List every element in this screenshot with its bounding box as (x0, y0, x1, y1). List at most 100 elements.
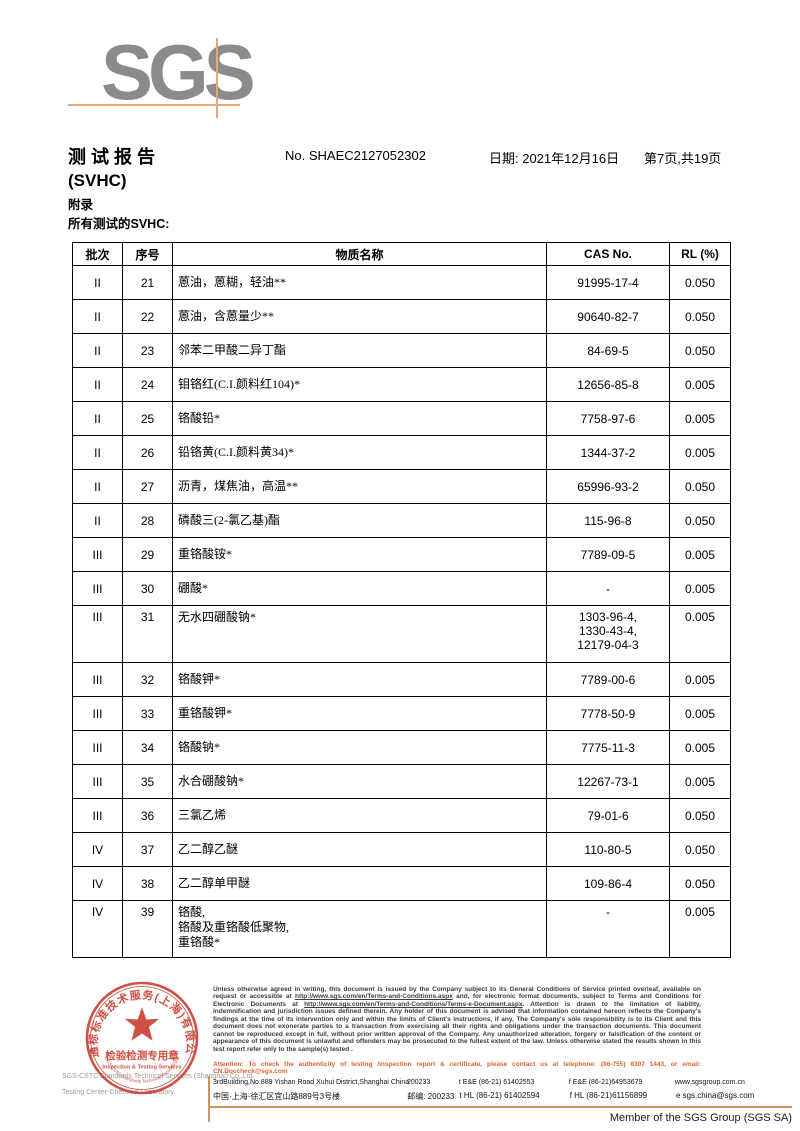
terms-e-document-link[interactable]: http://www.sgs.com/en/Terms-and-Conditio… (304, 1000, 523, 1008)
batch-cell: III (72, 537, 123, 572)
batch-cell: III (72, 730, 123, 765)
logo-crosshair-vertical (216, 38, 218, 118)
disclaimer-text: Unless otherwise agreed in writing, this… (213, 986, 701, 1053)
no-cell: 30 (122, 571, 173, 606)
rl-cell: 0.050 (669, 299, 731, 334)
address-row-en: 3rdBuilding,No.889 Yishan Road Xuhui Dis… (213, 1079, 793, 1086)
cas-cell: 91995-17-4 (546, 265, 670, 300)
substance-cell: 蒽油，蒽糊，轻油** (172, 265, 547, 300)
postal-code-en: 200233 (406, 1079, 431, 1086)
no-cell: 38 (122, 866, 173, 901)
cas-cell: 115-96-8 (546, 503, 670, 538)
column-header-substance: 物质名称 (172, 242, 547, 266)
sgs-logo: SGS (101, 28, 256, 116)
no-cell: 36 (122, 798, 173, 833)
column-header-cas: CAS No. (546, 242, 670, 266)
tested-svhc-label: 所有测试的SVHC: (68, 217, 170, 231)
cas-cell: - (546, 900, 670, 958)
substance-cell: 乙二醇单甲醚 (172, 866, 547, 901)
logo-crosshair-horizontal (68, 104, 240, 106)
cas-cell: 65996-93-2 (546, 469, 670, 504)
terms-conditions-link[interactable]: http://www.sgs.com/en/Terms-and-Conditio… (294, 993, 453, 1001)
telephone-cn: t HL (86-21) 61402594 (459, 1091, 540, 1100)
table-row: III 32 铬酸钾* 7789-00-6 0.005 (72, 662, 731, 697)
telephone-en: t E&E (86-21) 61402553 (458, 1079, 535, 1086)
batch-cell: IV (72, 832, 123, 867)
substance-cell: 铬酸钠* (172, 730, 547, 765)
email-link[interactable]: e sgs.china@sgs.com (675, 1091, 755, 1100)
stamp-star-icon (124, 1007, 160, 1041)
rl-cell: 0.050 (669, 866, 731, 901)
website-link[interactable]: www.sgsgroup.com.cn (674, 1079, 745, 1086)
table-row: III 36 三氯乙烯 79-01-6 0.050 (72, 798, 731, 833)
cas-cell: 7789-09-5 (546, 537, 670, 572)
no-cell: 29 (122, 537, 173, 572)
rl-cell: 0.005 (669, 401, 731, 436)
table-header-row: 批次 序号 物质名称 CAS No. RL (%) (72, 242, 731, 266)
batch-cell: III (72, 605, 123, 663)
disclaimer-part2: and, for electronic format documents, su… (213, 993, 701, 1008)
batch-cell: III (72, 696, 123, 731)
rl-cell: 0.005 (669, 605, 731, 663)
table-row: II 25 铬酸铅* 7758-97-6 0.005 (72, 401, 731, 436)
table-row: III 33 重铬酸钾* 7778-50-9 0.005 (72, 696, 731, 731)
cas-cell: 7778-50-9 (546, 696, 670, 731)
table-row: II 27 沥青，煤焦油，高温** 65996-93-2 0.050 (72, 469, 731, 504)
no-cell: 22 (122, 299, 173, 334)
address-row-cn: 中国·上海·徐汇区宜山路889号3号楼 邮编: 200233 t HL (86-… (213, 1091, 793, 1102)
cas-cell: 84-69-5 (546, 333, 670, 368)
rl-cell: 0.050 (669, 798, 731, 833)
cas-cell: 79-01-6 (546, 798, 670, 833)
no-cell: 28 (122, 503, 173, 538)
no-cell: 27 (122, 469, 173, 504)
column-header-batch: 批次 (72, 242, 123, 266)
address-cn: 中国·上海·徐汇区宜山路889号3号楼 (213, 1092, 341, 1101)
sgs-member-line: Member of the SGS Group (SGS SA) (609, 1112, 792, 1124)
batch-cell: III (72, 662, 123, 697)
report-number: No. SHAEC2127052302 (285, 148, 426, 163)
cas-cell: 110-80-5 (546, 832, 670, 867)
substance-cell: 重铬酸钾* (172, 696, 547, 731)
cas-cell: 7789-00-6 (546, 662, 670, 697)
rl-cell: 0.050 (669, 832, 731, 867)
table-row: III 30 硼酸* -0.005 (72, 571, 731, 606)
table-row: III 35 水合硼酸钠* 12267-73-1 0.005 (72, 764, 731, 799)
no-cell: 37 (122, 832, 173, 867)
substance-cell: 钼铬红(C.I.颜料红104)* (172, 367, 547, 402)
table-row: II 28 磷酸三(2-氯乙基)酯 115-96-8 0.050 (72, 503, 731, 538)
cas-cell: 1344-37-2 (546, 435, 670, 470)
table-row: II 21 蒽油，蒽糊，轻油** 91995-17-4 0.050 (72, 265, 731, 300)
page-subtitle-svhc: (SVHC) (68, 171, 127, 190)
no-cell: 24 (122, 367, 173, 402)
batch-cell: II (72, 469, 123, 504)
report-date: 日期: 2021年12月16日 (489, 151, 620, 166)
rl-cell: 0.005 (669, 730, 731, 765)
disclaimer-part1: Unless otherwise agreed in writing, this… (213, 986, 701, 1001)
table-row: II 24 钼铬红(C.I.颜料红104)* 12656-85-8 0.005 (72, 367, 731, 402)
page-indicator: 第7页,共19页 (644, 151, 722, 166)
page-title: 测试报告 (68, 147, 160, 167)
batch-cell: II (72, 401, 123, 436)
table-row: III 29 重铬酸铵* 7789-09-5 0.005 (72, 537, 731, 572)
testing-center-line: Testing Center-Chemical Laboratory. (62, 1089, 176, 1096)
no-cell: 32 (122, 662, 173, 697)
rl-cell: 0.005 (669, 537, 731, 572)
fax-en: f E&E (86-21)64953679 (568, 1079, 643, 1086)
batch-cell: IV (72, 900, 123, 958)
cas-cell: 12267-73-1 (546, 764, 670, 799)
batch-cell: II (72, 299, 123, 334)
no-cell: 39 (122, 900, 173, 958)
column-header-no: 序号 (122, 242, 173, 266)
substance-cell: 乙二醇乙醚 (172, 832, 547, 867)
batch-cell: III (72, 571, 123, 606)
cas-cell: 7775-11-3 (546, 730, 670, 765)
footer-crosshair-vertical (208, 1076, 210, 1122)
table-row: II 26 铅铬黄(C.I.颜料黄34)* 1344-37-2 0.005 (72, 435, 731, 470)
cas-cell: 1303-96-4, 1330-43-4, 12179-04-3 (546, 605, 670, 663)
rl-cell: 0.050 (669, 503, 731, 538)
cas-cell: 109-86-4 (546, 866, 670, 901)
rl-cell: 0.050 (669, 333, 731, 368)
svhc-table: 批次 序号 物质名称 CAS No. RL (%) II 21 蒽油，蒽糊，轻油**… (72, 242, 731, 958)
table-row: III 31 无水四硼酸钠* 1303-96-4, 1330-43-4, 12179-… (72, 605, 731, 663)
